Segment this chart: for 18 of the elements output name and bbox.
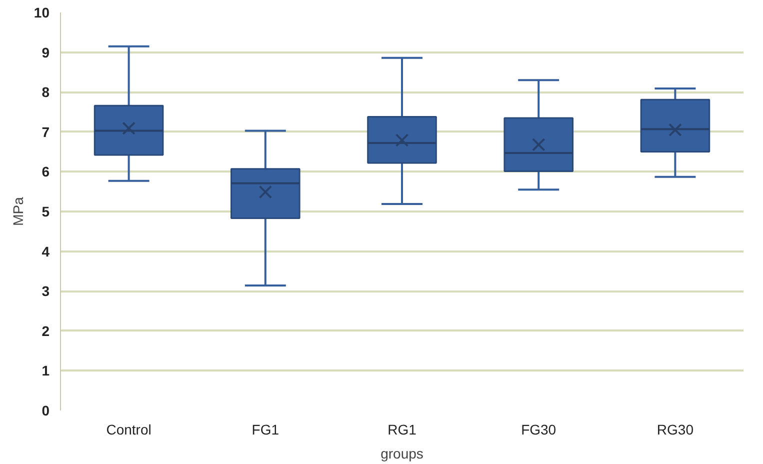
y-tick-label: 9: [42, 44, 50, 60]
y-tick-label: 5: [42, 204, 50, 220]
y-tick-label: 7: [42, 124, 50, 140]
x-tick-label: Control: [106, 422, 152, 438]
y-tick-label: 1: [42, 362, 50, 379]
y-tick-label: 4: [42, 243, 50, 260]
y-tick-label: 8: [42, 84, 50, 100]
y-tick-label: 10: [34, 4, 50, 20]
y-tick-label: 3: [42, 283, 50, 300]
y-tick-label: 0: [42, 402, 50, 418]
x-tick-label: FG1: [252, 422, 280, 438]
y-tick-label: 6: [42, 164, 50, 180]
x-axis-title: groups: [380, 446, 424, 462]
y-tick-label: 2: [42, 322, 50, 339]
y-axis-title: MPa: [10, 196, 26, 226]
x-tick-label: FG30: [521, 422, 556, 438]
x-tick-label: RG1: [388, 422, 417, 438]
x-tick-label: RG30: [656, 422, 694, 438]
